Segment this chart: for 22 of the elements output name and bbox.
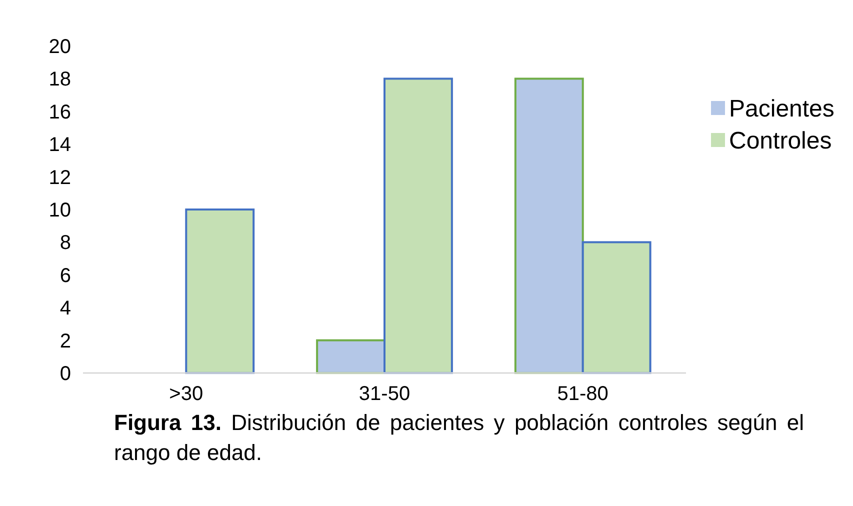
y-tick-label: 20	[48, 36, 71, 58]
y-tick-label: 14	[48, 134, 71, 156]
y-tick-label: 10	[48, 200, 71, 222]
bar	[185, 208, 255, 374]
x-tick-label: >30	[169, 383, 204, 405]
y-tick-label: 6	[60, 264, 71, 287]
y-tick-label: 12	[48, 166, 71, 189]
y-tick-label: 16	[48, 101, 71, 124]
bar	[514, 78, 584, 374]
y-tick-label: 2	[60, 330, 71, 352]
legend-label: Controles	[729, 127, 832, 154]
text: Figura 13. Distribución de pacientes y población controles según el rango de edad.	[114, 409, 804, 467]
y-tick-label: 8	[60, 232, 71, 254]
bar	[582, 241, 652, 374]
legend-label: Pacientes	[729, 95, 834, 122]
bar	[384, 78, 453, 374]
y-tick-label: 0	[60, 363, 71, 385]
bar	[316, 339, 386, 374]
y-tick-label: 18	[48, 68, 71, 91]
x-tick-label: 51-80	[557, 383, 608, 405]
y-tick-label: 4	[60, 298, 71, 320]
x-tick-label: 31-50	[358, 383, 410, 405]
